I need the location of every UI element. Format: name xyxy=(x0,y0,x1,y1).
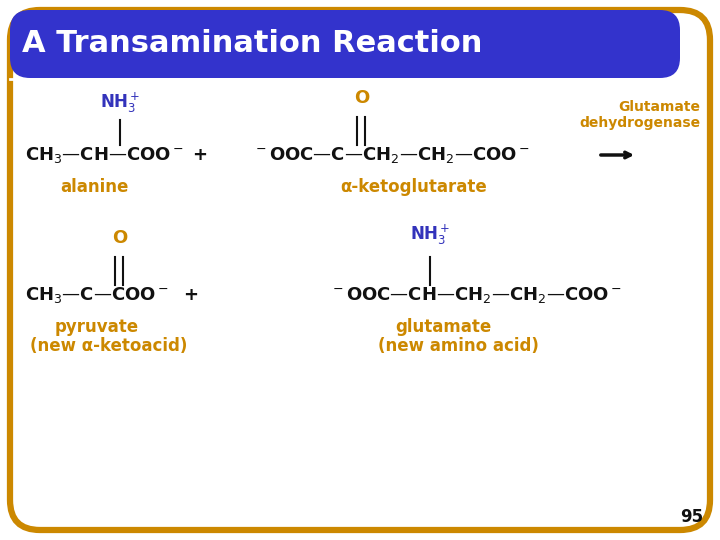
Text: pyruvate: pyruvate xyxy=(55,318,139,336)
FancyBboxPatch shape xyxy=(10,10,680,78)
FancyBboxPatch shape xyxy=(10,10,710,530)
Text: alanine: alanine xyxy=(60,178,128,196)
Text: 95: 95 xyxy=(680,508,703,526)
Text: A Transamination Reaction: A Transamination Reaction xyxy=(22,30,482,58)
Text: CH$_3$—C—COO$^-$  +: CH$_3$—C—COO$^-$ + xyxy=(25,285,199,305)
Text: glutamate: glutamate xyxy=(395,318,491,336)
Text: Glutamate
dehydrogenase: Glutamate dehydrogenase xyxy=(579,100,700,130)
Text: $^-$OOC—C—CH$_2$—CH$_2$—COO$^-$: $^-$OOC—C—CH$_2$—CH$_2$—COO$^-$ xyxy=(253,145,530,165)
Text: O: O xyxy=(354,89,369,107)
Text: (new amino acid): (new amino acid) xyxy=(378,337,539,355)
Text: O: O xyxy=(112,229,127,247)
Text: $^-$OOC—CH—CH$_2$—CH$_2$—COO$^-$: $^-$OOC—CH—CH$_2$—CH$_2$—COO$^-$ xyxy=(330,285,622,305)
Text: (new α-ketoacid): (new α-ketoacid) xyxy=(30,337,187,355)
Text: NH$_3^+$: NH$_3^+$ xyxy=(410,222,450,247)
Text: CH$_3$—CH—COO$^-$ +: CH$_3$—CH—COO$^-$ + xyxy=(25,145,207,165)
Text: α-ketoglutarate: α-ketoglutarate xyxy=(340,178,487,196)
Text: NH$_3^+$: NH$_3^+$ xyxy=(100,91,140,115)
